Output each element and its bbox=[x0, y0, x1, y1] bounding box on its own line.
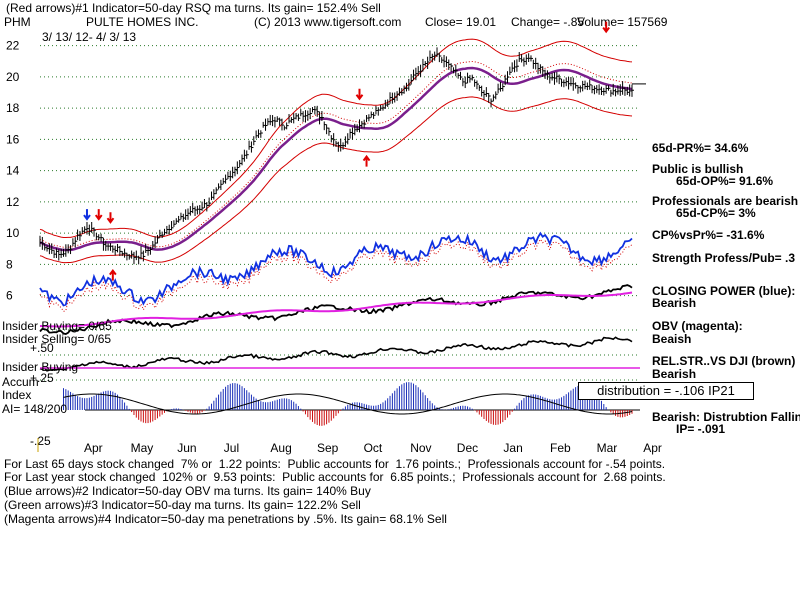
y-tick-label: 14 bbox=[6, 164, 20, 178]
obv-label: OBV (magenta): bbox=[652, 319, 743, 333]
public-label: Public is bullish bbox=[652, 162, 743, 176]
y-tick-label: 16 bbox=[6, 132, 20, 146]
insider-buying-line-label: Insider Buying bbox=[2, 360, 78, 374]
close-value: Close= 19.01 bbox=[425, 15, 496, 29]
index-label: Index bbox=[2, 388, 31, 402]
footer-line-1: For Last 65 days stock changed 7% or 1.2… bbox=[4, 457, 666, 471]
x-tick-label: Jul bbox=[224, 441, 239, 455]
plus-25-label: +.25 bbox=[30, 371, 54, 385]
signal-header: (Red arrows)#1 Indicator=50-day RSQ ma t… bbox=[6, 1, 381, 15]
x-tick-label: Oct bbox=[364, 441, 383, 455]
x-tick-label: Jan bbox=[503, 441, 522, 455]
x-tick-label: Jun bbox=[177, 441, 196, 455]
plus-50-label: +.50 bbox=[30, 341, 54, 355]
closing-power-group bbox=[39, 231, 633, 312]
copyright-label: (C) 2013 www.tigersoft.com bbox=[254, 15, 401, 29]
relstr-label: REL.STR..VS DJI (brown) bbox=[652, 354, 795, 368]
op-label: 65d-OP%= 91.6% bbox=[676, 174, 773, 188]
closing-power-label: CLOSING POWER (blue): bbox=[652, 284, 795, 298]
prof-label: Professionals are bearish bbox=[652, 194, 798, 208]
x-axis-labels: Apr May Jun Jul Aug Sep Oct Nov Dec Jan Feb Mar Apr bbox=[84, 441, 662, 455]
x-tick-label: May bbox=[131, 441, 154, 455]
red-arrow-down bbox=[94, 209, 103, 221]
dist-status: Bearish: Distrubtion Falling bbox=[652, 410, 800, 424]
x-tick-label: Dec bbox=[457, 441, 478, 455]
footer-line-4: (Green arrows)#3 Indicator=50-day ma tur… bbox=[4, 498, 361, 512]
relstr-obv-group bbox=[39, 284, 633, 335]
accum-label: Accum bbox=[2, 375, 39, 389]
pr-label: 65d-PR%= 34.6% bbox=[652, 141, 749, 155]
x-tick-label: Apr bbox=[84, 441, 103, 455]
cp-label: 65d-CP%= 3% bbox=[676, 206, 756, 220]
accum-ma bbox=[63, 393, 633, 415]
footer-line-5: (Magenta arrows)#4 Indicator=50-day ma p… bbox=[4, 512, 447, 526]
obv-status: Beaish bbox=[652, 332, 691, 346]
ip-label: IP= -.091 bbox=[676, 422, 725, 436]
signal-arrows bbox=[83, 21, 610, 281]
volume-value: Volume= 157569 bbox=[577, 15, 668, 29]
closing-power-status: Bearish bbox=[652, 296, 696, 310]
date-range: 3/ 13/ 12- 4/ 3/ 13 bbox=[42, 30, 136, 44]
x-tick-label: Aug bbox=[270, 441, 291, 455]
obv-line bbox=[39, 291, 633, 328]
insider-buying-label: Insider Buying= 0/65 bbox=[2, 319, 112, 333]
change-value: Change= -.85 bbox=[511, 15, 584, 29]
closing-power-line bbox=[39, 231, 633, 307]
x-tick-label: Mar bbox=[597, 441, 618, 455]
ai-label: AI= 148/200 bbox=[2, 402, 67, 416]
price-bars bbox=[39, 47, 634, 265]
relstr-status: Bearish bbox=[652, 367, 696, 381]
red-arrow-down bbox=[106, 212, 115, 224]
y-tick-label: 6 bbox=[6, 289, 13, 303]
ma-dotted bbox=[39, 60, 633, 248]
grid-lines bbox=[40, 45, 640, 381]
y-tick-label: 8 bbox=[6, 257, 13, 271]
x-tick-label: Nov bbox=[410, 441, 431, 455]
upper-band bbox=[39, 38, 633, 238]
cpvspr-label: CP%vsPr%= -31.6% bbox=[652, 228, 765, 242]
distribution-box: distribution = -.106 IP21 bbox=[578, 382, 754, 400]
insider-line bbox=[39, 336, 633, 372]
strength-label: Strength Profess/Pub= .3 bbox=[652, 251, 795, 265]
x-tick-label: Feb bbox=[550, 441, 571, 455]
closing-power-ma bbox=[39, 238, 633, 312]
minus-25-label: -.25 bbox=[30, 434, 51, 448]
company-name: PULTE HOMES INC. bbox=[86, 15, 198, 29]
x-tick-label: Apr bbox=[643, 441, 662, 455]
ticker-label: PHM bbox=[4, 15, 31, 29]
red-arrow-down bbox=[355, 88, 364, 101]
y-tick-label: 22 bbox=[6, 39, 20, 53]
y-tick-label: 10 bbox=[6, 226, 20, 240]
blue-arrow-down bbox=[83, 209, 91, 221]
red-arrow-up bbox=[362, 154, 371, 167]
footer-line-3: (Blue arrows)#2 Indicator=50-day OBV ma … bbox=[4, 484, 371, 498]
y-tick-label: 20 bbox=[6, 70, 20, 84]
y-tick-label: 18 bbox=[6, 101, 20, 115]
ma50-line bbox=[39, 66, 633, 252]
accum-index-group bbox=[62, 382, 640, 426]
red-arrow-down bbox=[602, 21, 610, 34]
y-tick-label: 12 bbox=[6, 195, 20, 209]
x-tick-label: Sep bbox=[317, 441, 339, 455]
ma50-line-group bbox=[39, 66, 646, 252]
relstr-line bbox=[39, 284, 633, 335]
insider-selling-label: Insider Selling= 0/65 bbox=[2, 332, 111, 346]
red-arrow-up bbox=[109, 268, 117, 281]
y-axis-ticks: 22 20 18 16 14 12 10 8 6 bbox=[6, 39, 20, 303]
footer-line-2: For Last year stock changed 102% or 9.53… bbox=[4, 470, 666, 484]
insider-line-group bbox=[39, 336, 640, 372]
